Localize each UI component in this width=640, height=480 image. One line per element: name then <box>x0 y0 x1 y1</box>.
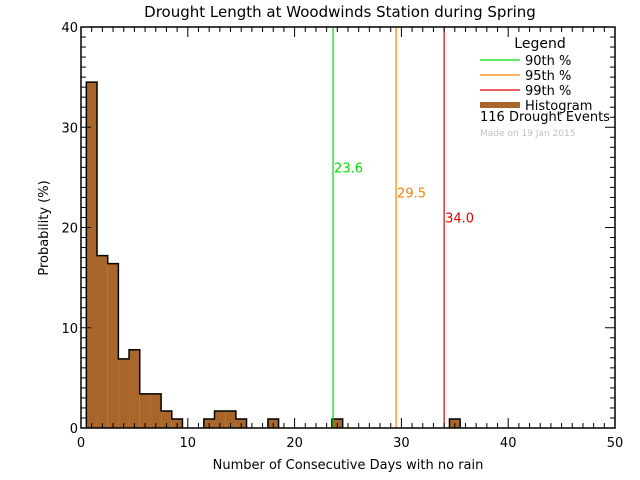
histogram-bar <box>139 393 151 428</box>
percentile-label: 34.0 <box>445 211 474 226</box>
legend-title: Legend <box>514 36 565 52</box>
legend-entry-label: Histogram <box>525 99 592 114</box>
histogram-bar <box>107 263 119 428</box>
histogram-bar <box>129 349 140 428</box>
legend-entry-label: 95th % <box>525 69 571 84</box>
y-axis-label: Probability (%) <box>37 180 52 275</box>
x-tick-label: 40 <box>500 436 517 451</box>
legend-entry-label: 90th % <box>525 54 571 69</box>
y-tick-label: 40 <box>61 21 78 36</box>
legend: Legend 90th %95th %99th %Histogram 116 D… <box>480 36 610 139</box>
histogram-outline <box>85 81 461 428</box>
legend-events-count: 116 Drought Events <box>480 110 610 125</box>
x-tick-label: 30 <box>393 436 410 451</box>
y-tick-label: 10 <box>61 322 78 337</box>
percentile-label: 23.6 <box>334 161 363 176</box>
legend-entry-label: 99th % <box>525 84 571 99</box>
legend-swatch-histogram <box>480 102 520 108</box>
x-tick-label: 20 <box>286 436 303 451</box>
histogram-bar <box>225 410 236 428</box>
percentile-label: 29.5 <box>397 186 426 201</box>
percentile-lines: 23.6 29.5 34.0 <box>332 27 474 428</box>
histogram-bar <box>150 393 162 428</box>
y-tick-label: 0 <box>70 422 78 437</box>
y-tick-label: 20 <box>61 222 78 237</box>
chart-title: Drought Length at Woodwinds Station duri… <box>144 3 536 21</box>
histogram-bar <box>161 410 172 428</box>
x-axis-label: Number of Consecutive Days with no rain <box>213 458 484 473</box>
histogram-bar <box>118 358 130 428</box>
x-tick-label: 10 <box>180 436 197 451</box>
legend-made-on: Made on 19 Jan 2015 <box>480 129 575 139</box>
y-tick-label: 30 <box>61 121 78 136</box>
x-tick-label: 50 <box>607 436 624 451</box>
histogram-bar <box>97 255 108 428</box>
histogram-bars <box>85 81 461 428</box>
histogram-bar <box>86 82 98 428</box>
axis-ticks: 0 10 20 30 40 50 0 10 20 30 40 <box>61 21 623 451</box>
histogram-bar <box>214 410 226 428</box>
x-tick-label: 0 <box>77 436 85 451</box>
